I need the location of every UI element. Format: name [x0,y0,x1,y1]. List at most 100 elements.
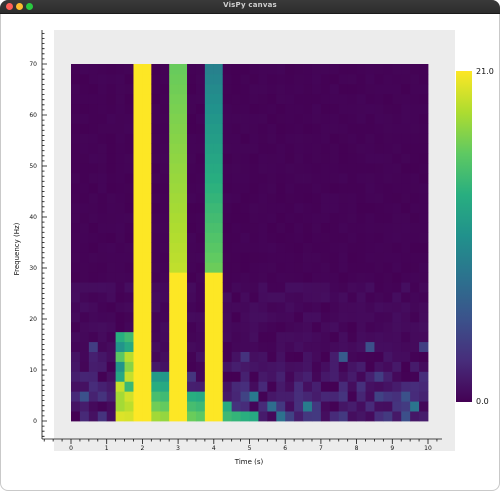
heatmap-cell [338,391,349,402]
heatmap-cell [285,371,295,382]
y-axis-label: Frequency (Hz) [13,222,21,275]
heatmap-cell [97,64,108,75]
heatmap-cell [329,93,340,105]
heatmap-cell [142,411,152,422]
heatmap-cell [267,83,277,95]
heatmap-cell [320,381,331,392]
heatmap-cell [71,381,81,392]
heatmap-cell [115,262,125,273]
heatmap-cell [124,292,134,303]
heatmap-cell [213,143,224,154]
heatmap-cell [142,282,152,293]
heatmap-cell [311,183,322,194]
heatmap-cell [124,361,134,372]
heatmap-cell [115,371,125,382]
heatmap-cell [106,192,117,204]
heatmap-cell [410,371,420,382]
zoom-window-button[interactable] [26,3,33,10]
heatmap-cell [258,73,268,85]
heatmap-cell [169,302,179,313]
heatmap-cell [365,282,375,293]
heatmap-cell [71,401,81,412]
heatmap-cell [294,103,304,114]
heatmap-cell [160,292,170,303]
heatmap-cell [88,341,99,352]
heatmap-cell [258,202,268,214]
heatmap-cell [374,252,384,263]
heatmap-cell [124,202,134,214]
heatmap-cell [365,143,375,154]
close-window-button[interactable] [6,3,13,10]
heatmap-cell [106,153,117,164]
heatmap-cell [97,222,108,233]
heatmap-cell [258,83,268,95]
heatmap-cell [124,381,134,392]
heatmap-cell [294,153,304,164]
heatmap-cell [88,331,99,343]
heatmap-cell [151,252,161,263]
heatmap-cell [231,242,241,253]
heatmap-cell [294,391,304,402]
heatmap-cell [187,64,197,75]
heatmap-cell [88,321,99,333]
heatmap-cell [124,183,134,194]
heatmap-cell [160,371,170,382]
y-tick-label: 10 [29,367,37,374]
heatmap-cell [115,103,125,114]
heatmap-cell [204,232,215,243]
heatmap-cell [169,321,179,333]
heatmap-cell [71,262,81,273]
heatmap-cell [71,371,81,382]
heatmap-cell [347,212,357,224]
heatmap-cell [204,401,215,412]
heatmap-cell [151,361,161,372]
heatmap-cell [267,302,277,313]
heatmap-cell [276,153,286,164]
heatmap-cell [401,331,411,343]
heatmap-cell [338,192,349,204]
heatmap-cell [419,411,429,422]
heatmap-cell [88,153,99,164]
heatmap-cell [204,93,215,105]
heatmap-cell [222,73,233,85]
heatmap-cell [365,153,375,164]
heatmap-cell [276,401,286,412]
heatmap-cell [303,381,313,392]
heatmap-cell [142,222,152,233]
heatmap-cell [383,212,393,224]
heatmap-cell [258,272,268,283]
heatmap-cell [187,153,197,164]
heatmap-cell [329,163,340,174]
heatmap-cell [71,242,81,253]
spectrogram-canvas[interactable]: 0 10 20 30 40 50 60 70 0 1 2 3 4 5 6 7 8 9 10 Frequency (… [0,13,500,491]
heatmap-cell [160,331,170,343]
heatmap-cell [294,331,304,343]
heatmap-cell [365,381,375,392]
heatmap-cell [329,103,340,114]
heatmap-cell [410,331,420,343]
heatmap-cell [106,311,117,323]
heatmap-cell [303,153,313,164]
heatmap-cell [231,321,241,333]
heatmap-cell [249,83,259,95]
heatmap-cell [213,103,224,114]
heatmap-cell [267,113,277,124]
heatmap-cell [338,341,349,352]
heatmap-cell [151,292,161,303]
minimize-window-button[interactable] [16,3,23,10]
heatmap-cell [419,361,429,372]
heatmap-cell [347,371,357,382]
heatmap-cell [276,123,286,134]
heatmap-cell [320,361,331,372]
heatmap-cell [133,232,143,243]
heatmap-cell [97,262,108,273]
heatmap-cell [169,113,179,124]
heatmap-cell [133,292,143,303]
heatmap-cell [160,83,170,95]
heatmap-cell [88,351,99,362]
heatmap-cell [401,252,411,263]
heatmap-cell [356,411,366,422]
heatmap-cell [169,153,179,164]
heatmap-cell [169,272,179,283]
heatmap-cell [267,411,277,422]
